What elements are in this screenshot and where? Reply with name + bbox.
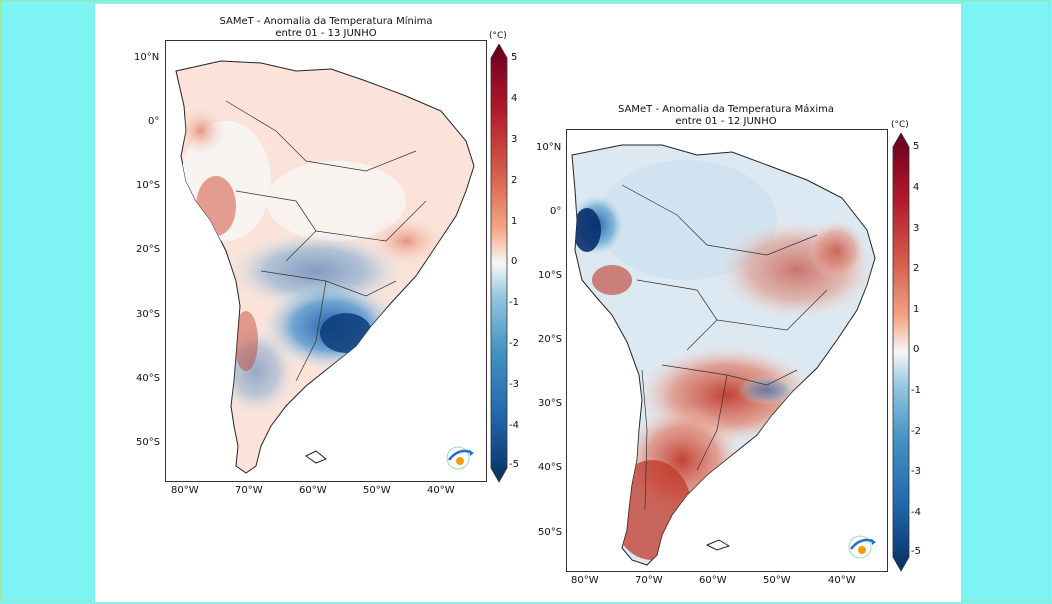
tmin-lat-tick: 10°N: [134, 52, 160, 63]
tmax-colorbar-unit: (°C): [891, 120, 909, 130]
tmin-title-line2: entre 01 - 13 JUNHO: [275, 28, 377, 39]
tmax-colorbar-tick: -2: [911, 426, 921, 437]
tmin-lat-tick: 40°S: [136, 373, 161, 384]
tmax-lat-tick: 30°S: [538, 398, 563, 409]
tmax-lat-tick: 10°N: [536, 142, 562, 153]
tmax-colorbar-tick: -3: [911, 466, 921, 477]
tmin-colorbar-tick: 5: [511, 52, 518, 63]
tmax-lat-tick: 50°S: [538, 527, 563, 538]
tmax-title-line1: SAMeT - Anomalia da Temperatura Máxima: [618, 104, 834, 115]
tmin-colorbar-tick: -3: [509, 379, 519, 390]
tmax-colorbar-tick: 3: [913, 223, 920, 234]
tmax-lon-tick: 60°W: [699, 575, 727, 586]
tmin-lon-tick: 60°W: [299, 485, 327, 496]
tmin-lon-tick: 40°W: [427, 485, 455, 496]
tmax-colorbar-tick: -1: [911, 385, 921, 396]
tmax-colorbar: [892, 133, 910, 572]
tmax-colorbar-tick: -4: [911, 507, 921, 518]
tmin-map-title: SAMeT - Anomalia da Temperatura Mínima e…: [165, 16, 487, 40]
tmin-lat-tick: 10°S: [136, 180, 161, 191]
tmin-borders: [225, 100, 427, 382]
tmax-colorbar-tick: 1: [913, 304, 920, 315]
tmin-lon-tick: 80°W: [171, 485, 199, 496]
tmin-lat-tick: 50°S: [136, 437, 161, 448]
tmax-map-canvas: [571, 144, 876, 566]
tmax-colorbar-tick: 2: [913, 263, 920, 274]
tmax-colorbar-tick: -5: [911, 546, 921, 557]
tmin-lon-tick: 70°W: [235, 485, 263, 496]
tmin-colorbar-tick: -1: [509, 297, 519, 308]
tmin-colorbar-tick: 0: [511, 256, 518, 267]
inpe-logo-icon: [446, 446, 474, 470]
tmin-colorbar-tick: -2: [509, 338, 519, 349]
tmax-lat-tick: 20°S: [538, 334, 563, 345]
tmax-title-line2: entre 01 - 12 JUNHO: [675, 116, 777, 127]
tmax-colorbar-tick: 0: [913, 344, 920, 355]
tmin-falklands: [305, 450, 327, 464]
tmax-map-title: SAMeT - Anomalia da Temperatura Máxima e…: [566, 104, 886, 128]
tmax-borders: [621, 184, 828, 511]
tmax-lon-tick: 70°W: [635, 575, 663, 586]
tmax-colorbar-tick: 5: [913, 141, 920, 152]
tmin-colorbar-tick: 4: [511, 93, 518, 104]
tmin-lon-tick: 50°W: [363, 485, 391, 496]
tmin-colorbar-unit: (°C): [489, 31, 507, 41]
tmax-lon-tick: 80°W: [571, 575, 599, 586]
tmin-colorbar-tick: 1: [511, 216, 518, 227]
tmax-map-axes: [566, 129, 888, 572]
tmin-colorbar-tick: -4: [509, 420, 519, 431]
tmin-colorbar-tick: -5: [509, 459, 519, 470]
inpe-logo-icon: [848, 535, 876, 559]
tmax-lat-tick: 10°S: [538, 270, 563, 281]
tmax-lon-tick: 40°W: [828, 575, 856, 586]
tmin-map-canvas: [175, 60, 475, 474]
tmin-lat-tick: 30°S: [136, 309, 161, 320]
tmax-lat-tick: 40°S: [538, 462, 563, 473]
tmin-title-line1: SAMeT - Anomalia da Temperatura Mínima: [219, 16, 433, 27]
tmin-lat-tick: 20°S: [136, 244, 161, 255]
tmax-colorbar-tick: 4: [913, 182, 920, 193]
tmax-anomaly-field: [572, 160, 875, 560]
tmax-lon-tick: 50°W: [763, 575, 791, 586]
tmin-colorbar: [490, 44, 508, 483]
tmin-map-axes: [165, 40, 487, 482]
tmin-colorbar-tick: 2: [511, 175, 518, 186]
tmax-falklands: [705, 539, 731, 551]
tmin-colorbar-tick: 3: [511, 134, 518, 145]
tmin-lat-tick: 0°: [148, 116, 160, 127]
tmax-lat-tick: 0°: [550, 206, 562, 217]
